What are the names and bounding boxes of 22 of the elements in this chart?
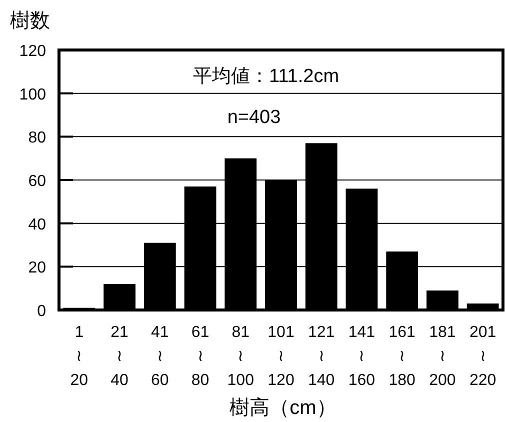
x-tick-label: 181 ≀ 200 (429, 324, 456, 389)
x-tick-label: 61 ≀ 80 (191, 324, 210, 389)
x-tick-label: 141 ≀ 160 (348, 324, 376, 389)
y-tick-label: 20 (28, 260, 46, 277)
annotation: n=403 (227, 107, 281, 128)
y-tick-label: 0 (37, 303, 46, 320)
x-tick-label: 161 ≀ 180 (388, 324, 416, 389)
x-tick-label: 101 ≀ 120 (268, 324, 294, 389)
x-tick-label: 121 ≀ 140 (308, 324, 335, 389)
x-tick-label: 21 ≀ 40 (110, 324, 129, 389)
y-tick-label: 40 (28, 216, 46, 234)
y-tick-label: 100 (19, 86, 46, 104)
x-tick-label: 1 ≀ 20 (70, 324, 88, 389)
y-tick-label: 60 (28, 173, 46, 190)
y-tick-label: 120 (19, 43, 46, 60)
x-tick-label: 81 ≀ 100 (227, 324, 254, 389)
y-tick-label: 80 (28, 130, 46, 147)
x-axis-title: 樹高（cm） (230, 396, 336, 419)
x-tick-label: 201 ≀ 220 (469, 324, 496, 389)
annotation: 平均値：111.2cm (192, 66, 340, 87)
y-axis-title: 樹数 (10, 10, 50, 32)
x-tick-label: 41 ≀ 60 (151, 324, 169, 389)
